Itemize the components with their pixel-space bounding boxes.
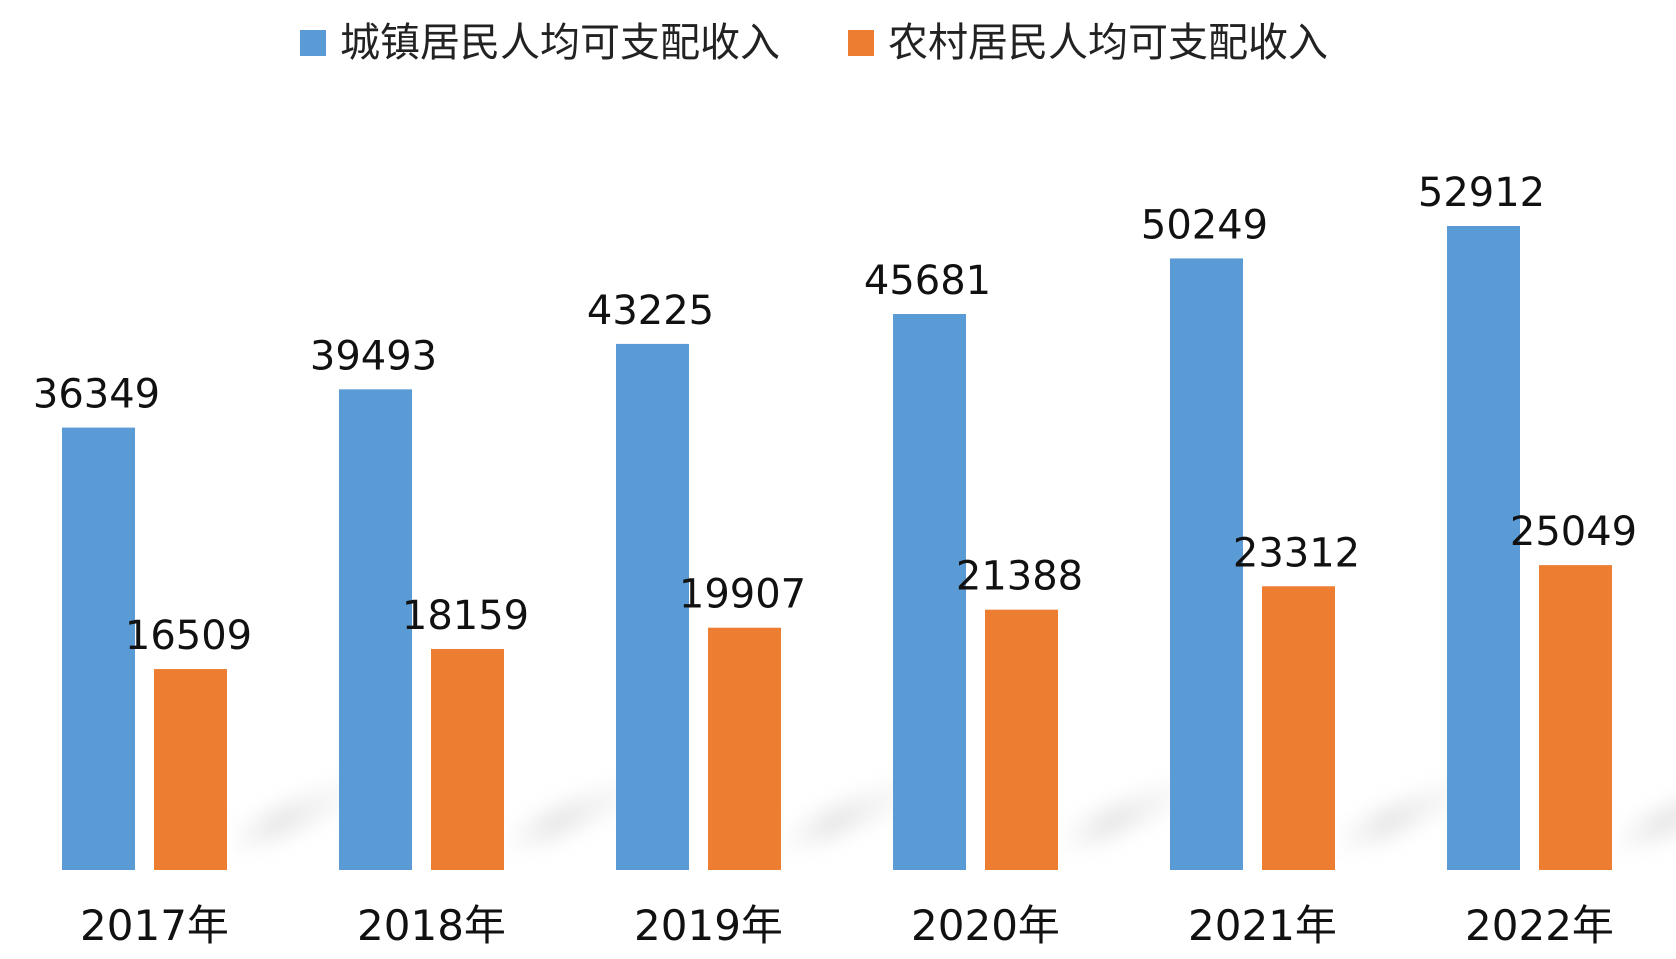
value-label-rural-1: 18159 [402,593,529,639]
bars [62,226,1612,871]
x-tick-label-4: 2021年 [1188,901,1337,950]
legend-swatch-rural [848,30,874,56]
value-label-rural-0: 16509 [125,613,252,659]
bar-rural-3 [985,609,1058,870]
legend-label-urban: 城镇居民人均可支配收入 [340,20,780,66]
bar-rural-0 [154,669,227,870]
bar-rural-2 [708,627,781,870]
value-labels: 36349 16509 39493 18159 43225 19907 45681 21388… [33,170,1637,659]
bar-rural-1 [431,648,504,870]
x-tick-label-2: 2019年 [634,901,783,950]
bar-rural-4 [1262,586,1335,870]
bar-rural-5 [1539,565,1612,870]
value-label-urban-4: 50249 [1141,202,1268,248]
x-axis-tick-labels: 2017年 2018年 2019年 2020年 2021年 2022年 [80,901,1614,950]
value-label-rural-3: 21388 [956,554,1083,600]
bar-urban-3 [893,314,966,870]
bar-urban-2 [616,343,689,870]
value-label-urban-3: 45681 [864,258,991,304]
value-label-urban-5: 52912 [1418,170,1545,216]
legend: 城镇居民人均可支配收入 农村居民人均可支配收入 [300,20,1328,66]
legend-swatch-urban [300,30,326,56]
legend-label-rural: 农村居民人均可支配收入 [888,20,1328,66]
value-label-rural-4: 23312 [1233,530,1360,576]
bar-urban-1 [339,389,412,870]
bar-urban-4 [1170,258,1243,871]
value-label-rural-2: 19907 [679,572,806,618]
x-tick-label-5: 2022年 [1465,901,1614,950]
value-label-urban-1: 39493 [310,333,437,379]
bar-urban-0 [62,427,135,870]
value-label-rural-5: 25049 [1510,509,1637,555]
x-tick-label-0: 2017年 [80,901,229,950]
bar-urban-5 [1447,226,1520,870]
bar-shadow [1612,802,1676,860]
x-tick-label-3: 2020年 [911,901,1060,950]
value-label-urban-0: 36349 [33,372,160,418]
value-label-urban-2: 43225 [587,288,714,334]
x-tick-label-1: 2018年 [357,901,506,950]
